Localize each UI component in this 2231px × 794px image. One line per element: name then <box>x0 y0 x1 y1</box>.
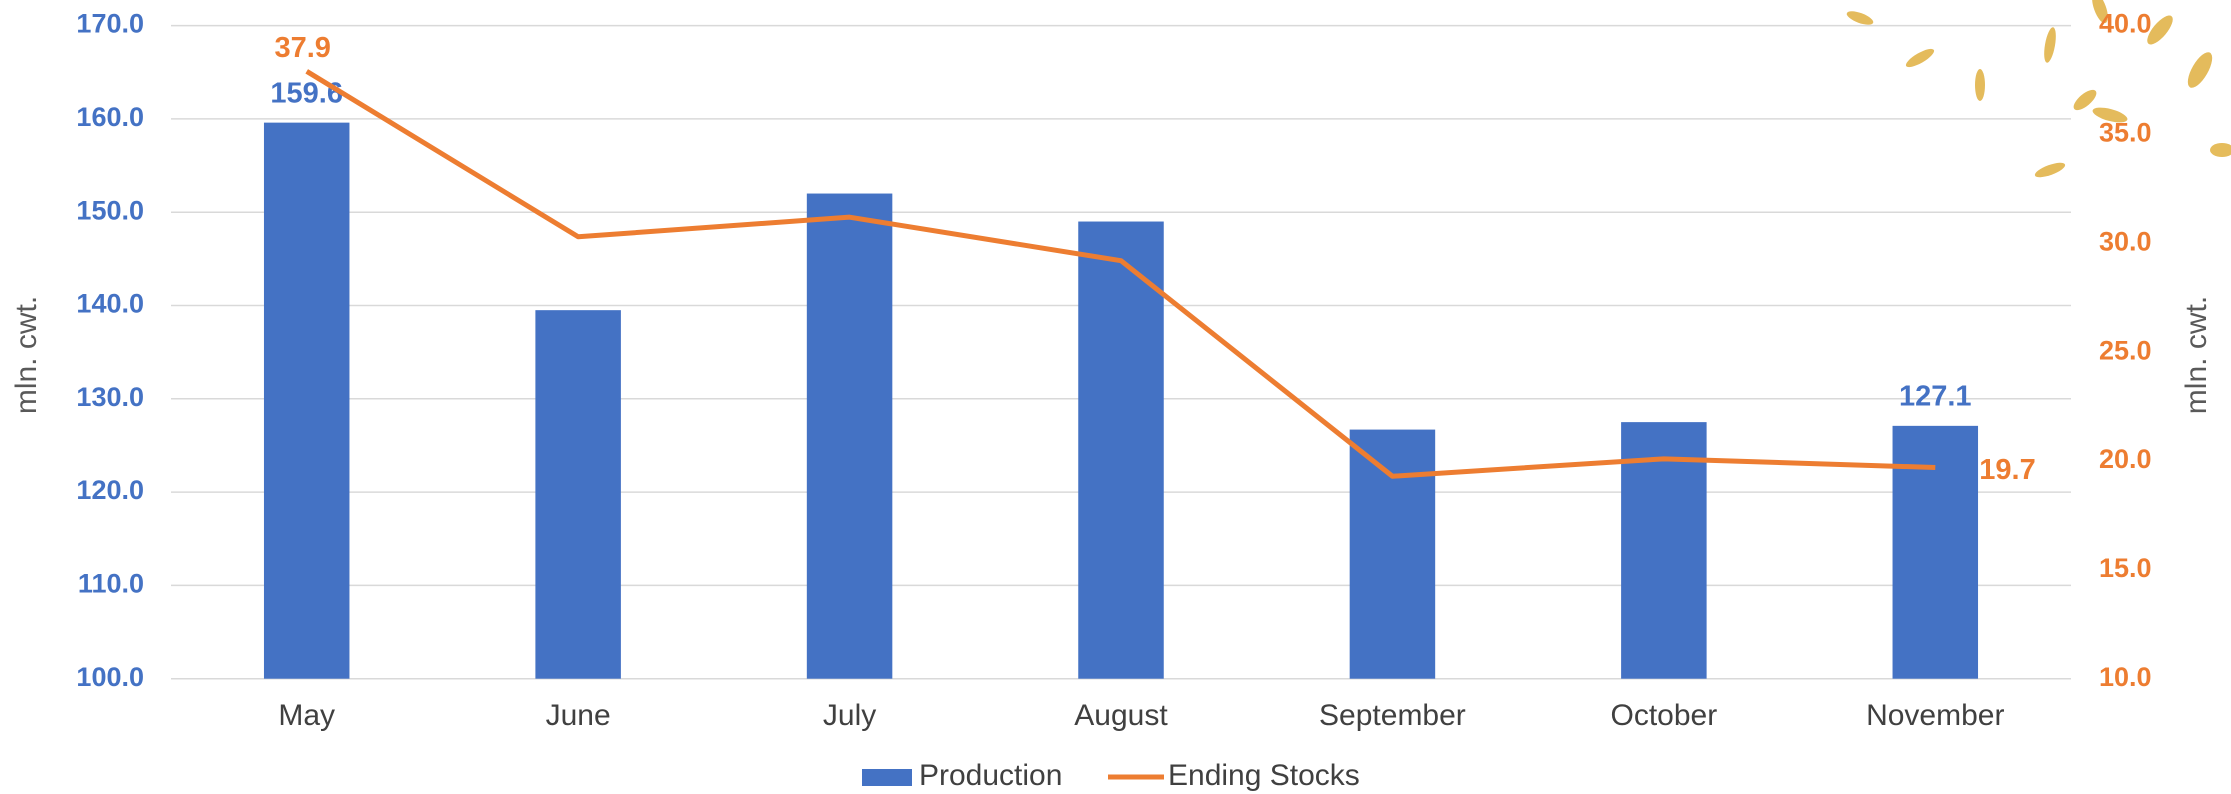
x-tick-label: June <box>546 699 611 732</box>
x-tick-label: July <box>823 699 876 732</box>
x-tick-label: November <box>1866 699 2004 732</box>
y2-tick-label: 20.0 <box>2099 444 2152 474</box>
legend-swatch <box>862 769 912 786</box>
legend-label: Ending Stocks <box>1168 759 1360 792</box>
bar <box>1893 426 1979 679</box>
y2-tick-label: 35.0 <box>2099 118 2152 148</box>
x-tick-label: October <box>1610 699 1717 732</box>
bar <box>1350 430 1436 679</box>
y2-tick-label: 15.0 <box>2099 553 2152 583</box>
y-tick-label: 150.0 <box>76 195 144 225</box>
legend-label: Production <box>919 759 1062 792</box>
y2-tick-label: 30.0 <box>2099 226 2152 256</box>
x-tick-label: September <box>1319 699 1466 732</box>
bar <box>264 123 350 679</box>
bar <box>535 310 621 679</box>
x-tick-label: May <box>278 699 335 732</box>
y2-axis-title: mln. cwt. <box>2180 296 2213 414</box>
y-tick-label: 100.0 <box>76 662 144 692</box>
y-tick-label: 120.0 <box>76 475 144 505</box>
data-label: 127.1 <box>1899 381 1972 413</box>
y-tick-label: 170.0 <box>76 9 144 39</box>
data-label: 159.6 <box>270 77 343 109</box>
data-label: 19.7 <box>1979 454 2035 486</box>
bar <box>807 194 893 679</box>
data-label: 37.9 <box>274 32 330 64</box>
y2-tick-label: 40.0 <box>2099 9 2152 39</box>
chart: mln. cwt. mln. cwt. 100.0 110.0 120.0 130.0… <box>0 0 2231 794</box>
bar <box>1078 222 1164 679</box>
y2-tick-label: 25.0 <box>2099 335 2152 365</box>
y-tick-label: 130.0 <box>76 382 144 412</box>
y-axis-title: mln. cwt. <box>10 296 43 414</box>
y-tick-label: 160.0 <box>76 102 144 132</box>
x-tick-label: August <box>1074 699 1168 732</box>
y-tick-label: 140.0 <box>76 289 144 319</box>
y2-tick-label: 10.0 <box>2099 662 2152 692</box>
y-tick-label: 110.0 <box>78 569 144 599</box>
wheat-decoration <box>1845 0 2231 180</box>
